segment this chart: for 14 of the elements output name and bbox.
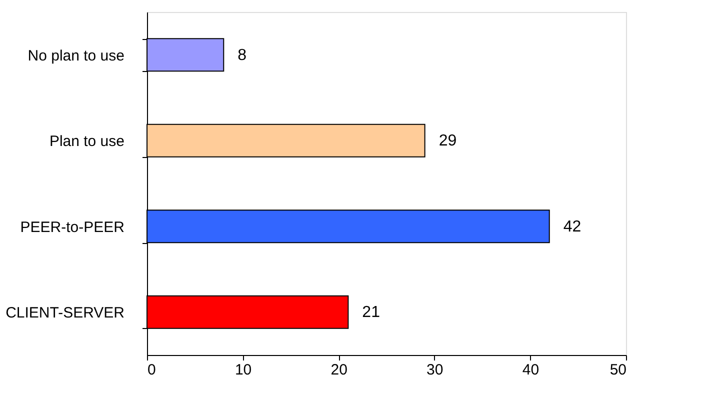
x-tick-label: 30 [426, 362, 444, 378]
x-tick-label: 40 [522, 362, 540, 378]
x-tick-label: 50 [610, 362, 626, 378]
y-tick-label: CLIENT-SERVER [6, 304, 125, 322]
y-tick-label: Plan to use [49, 133, 124, 150]
x-tick-label: 10 [234, 362, 252, 378]
y-tick-label: No plan to use [28, 47, 124, 64]
x-tick-label: 20 [330, 362, 348, 378]
data-label: 29 [438, 132, 457, 150]
x-tick-label: 0 [148, 362, 156, 378]
data-label: 21 [362, 304, 380, 322]
data-label: 42 [563, 218, 582, 236]
y-tick-label: PEER-to-PEER [20, 218, 125, 236]
data-label: 8 [238, 46, 247, 64]
